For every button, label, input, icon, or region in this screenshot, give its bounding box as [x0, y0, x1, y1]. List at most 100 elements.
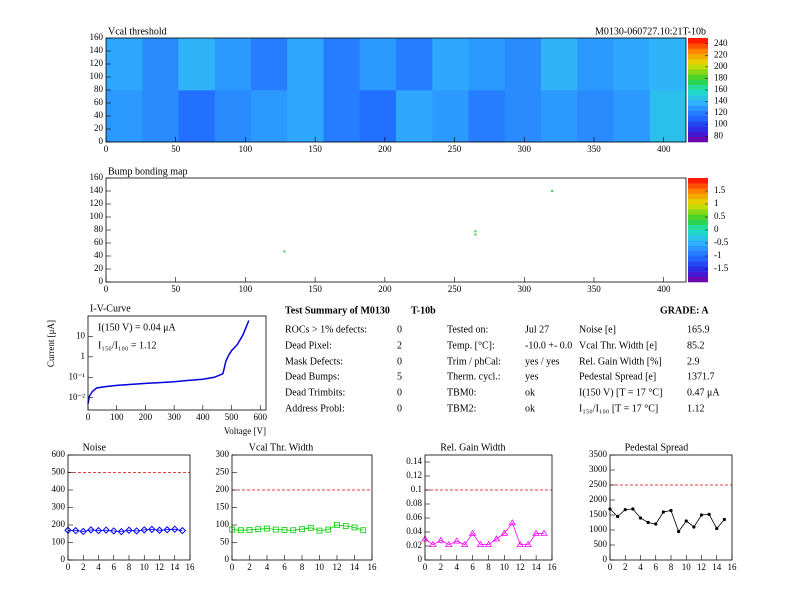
heatmap-cell [432, 38, 469, 91]
y-tick-label: 50 [220, 537, 230, 547]
marker [351, 524, 358, 531]
colorbar-label: 1 [714, 198, 719, 208]
y-tick-label: 10 [76, 330, 86, 340]
heatmap-cell [649, 38, 687, 91]
marker [500, 529, 509, 536]
y-tick-label: 120 [90, 198, 104, 208]
x-tick-label: 400 [657, 284, 671, 294]
y-tick-label: 160 [90, 172, 104, 182]
heatmap-cell [613, 90, 651, 143]
x-tick-label: 6 [654, 562, 659, 572]
x-tick-label: 8 [127, 562, 132, 572]
y-tick-label: 2000 [589, 494, 608, 504]
x-tick-label: 500 [225, 412, 239, 422]
summary-label: I(150 V) [T = 17 °C] [579, 387, 662, 398]
y-tick-label: 10⁻² [69, 392, 86, 402]
marker [281, 527, 288, 533]
x-tick-label: 300 [167, 412, 181, 422]
y-tick-label: 80 [94, 84, 104, 94]
x-tick-label: 0 [423, 562, 428, 572]
x-tick-label: 4 [638, 562, 643, 572]
x-tick-label: 8 [669, 562, 674, 572]
marker [264, 525, 270, 532]
summary-value: Jul 27 [525, 324, 549, 335]
colorbar-band [688, 214, 708, 220]
x-tick-label: 0 [608, 562, 613, 572]
x-tick-label: 16 [728, 562, 738, 572]
summary-value: 0.47 μA [687, 387, 720, 398]
heatmap-cell [251, 90, 288, 143]
colorbar-band [688, 84, 708, 91]
marker [87, 526, 95, 534]
colorbar-band [688, 116, 708, 122]
marker [102, 526, 110, 534]
summary-value: yes [525, 371, 538, 382]
colorbar-band [688, 110, 708, 117]
x-tick-label: 4 [96, 562, 101, 572]
y-tick-label: 100 [52, 537, 66, 547]
x-tick-label: 2 [623, 562, 628, 572]
marker [178, 526, 187, 535]
chart-title: I-V-Curve [90, 303, 131, 314]
marker [623, 508, 627, 512]
marker [237, 527, 244, 534]
y-tick-label: 20 [94, 263, 104, 273]
y-tick-label: 40 [94, 250, 104, 260]
summary-value: 0 [397, 403, 402, 414]
plot-frame [87, 315, 267, 411]
x-tick-label: 600 [254, 412, 268, 422]
x-tick-label: 2 [81, 562, 86, 572]
heatmap-cell [142, 90, 179, 143]
x-tick-label: 6 [112, 562, 117, 572]
colorbar-band [688, 48, 708, 54]
data-line [424, 522, 545, 546]
x-tick-label: 2 [247, 562, 252, 572]
summary-label: Trim / phCal: [447, 356, 501, 367]
heatmap-cell [396, 38, 433, 91]
heatmap-cell [214, 90, 252, 143]
x-tick-label: 0 [66, 562, 71, 572]
y-tick-label: 300 [52, 502, 66, 512]
x-tick-label: 10 [682, 562, 692, 572]
heatmap-cell [323, 90, 361, 143]
x-tick-label: 6 [470, 562, 475, 572]
x-tick-label: 14 [712, 562, 722, 572]
x-tick-label: 150 [308, 284, 322, 294]
summary-label: Temp. [°C]: [447, 340, 495, 351]
colorbar-band [688, 276, 708, 283]
y-tick-label: 150 [216, 502, 230, 512]
chart-title: Rel. Gain Width [440, 442, 505, 453]
marker [171, 525, 179, 533]
summary-value: ok [525, 403, 535, 414]
y-tick-label: 0.1 [411, 484, 422, 494]
colorbar-band [688, 105, 708, 112]
heatmap-cell [649, 90, 687, 143]
colorbar-band [688, 250, 708, 257]
y-tick-label: 500 [52, 467, 66, 477]
marker [661, 510, 665, 514]
y-tick-label: 0.06 [406, 512, 422, 522]
heatmap-cell [432, 90, 469, 143]
y-tick-label: 160 [90, 32, 104, 42]
y-tick-label: 0 [225, 554, 230, 564]
y-tick-label: 100 [90, 211, 104, 221]
colorbar-band [688, 136, 708, 143]
heatmap-cell [468, 38, 506, 91]
x-tick-label: 300 [518, 144, 532, 154]
summary-label: ROCs > 1% defects: [285, 324, 367, 335]
x-tick-label: 350 [587, 144, 601, 154]
marker [484, 540, 493, 547]
y-tick-label: 250 [216, 467, 230, 477]
marker [272, 526, 279, 533]
marker [140, 526, 148, 534]
x-tick-label: 300 [518, 284, 532, 294]
heatmap-cell [106, 38, 143, 91]
heatmap-cell [142, 38, 179, 91]
summary-value: 2 [397, 340, 402, 351]
colorbar-label: 100 [714, 119, 728, 129]
colorbar-band [688, 90, 708, 96]
x-tick-label: 12 [516, 562, 525, 572]
heatmap-cell [251, 38, 288, 91]
annotation: I₁₅₀/I₁₀₀ = 1.12 [98, 340, 157, 351]
